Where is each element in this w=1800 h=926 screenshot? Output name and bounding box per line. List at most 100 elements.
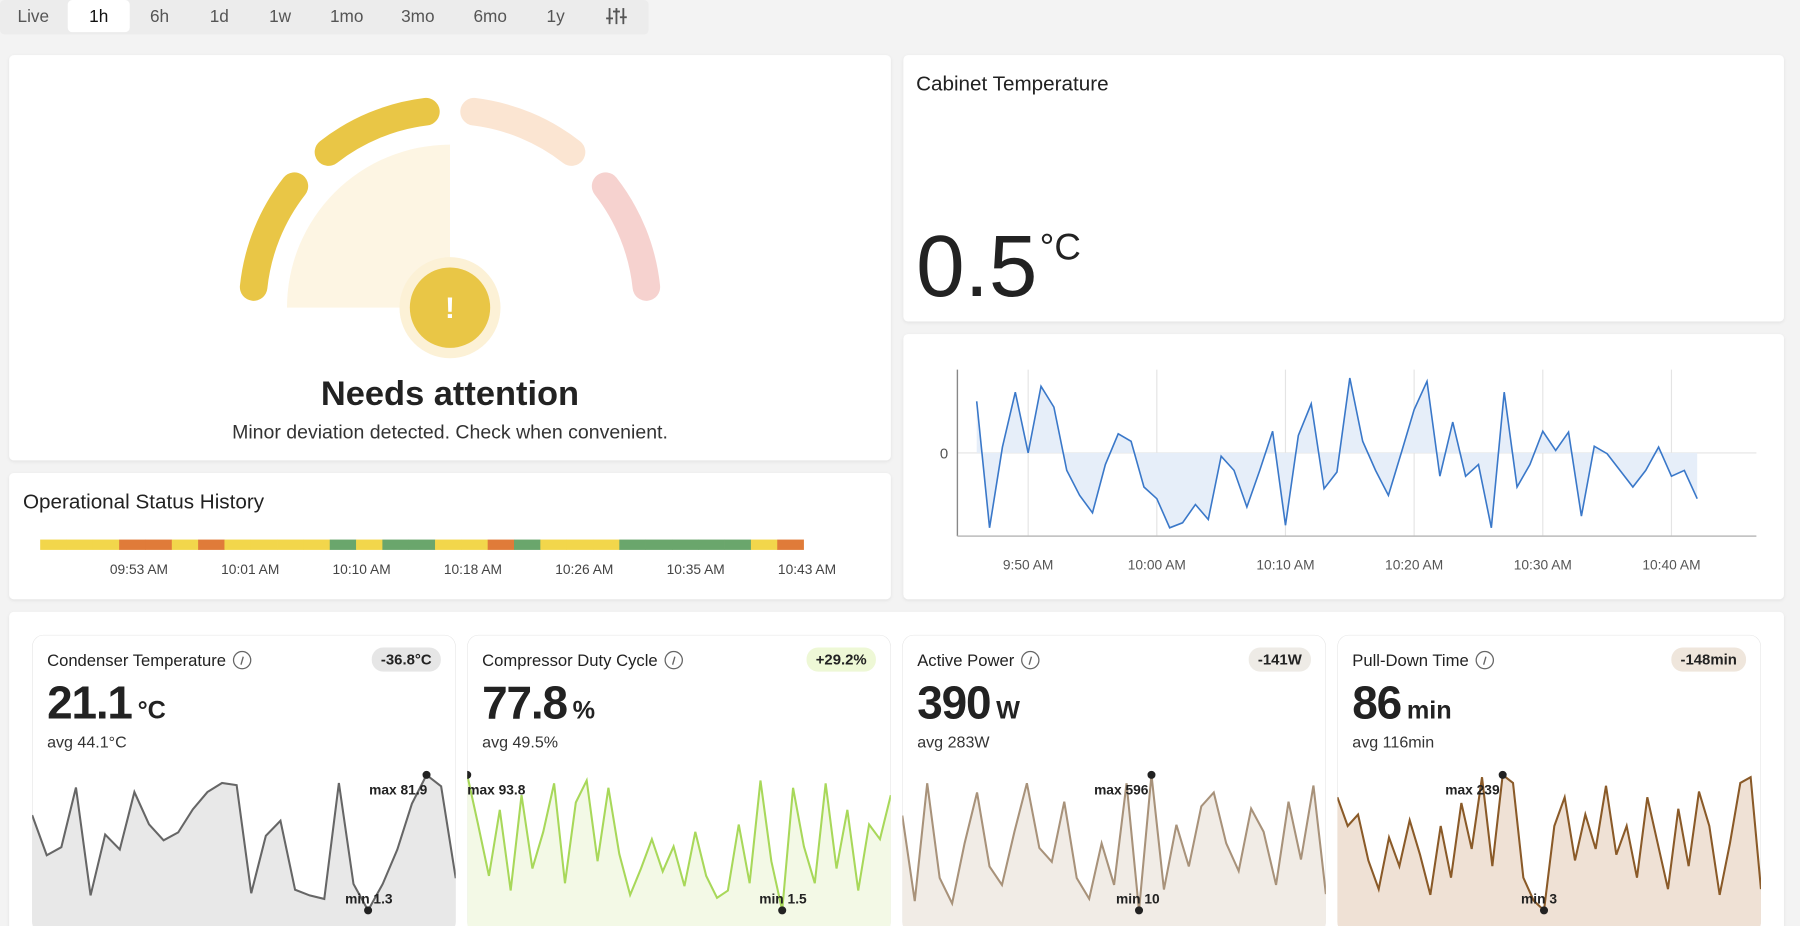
min-point — [1134, 906, 1144, 915]
x-tick-label: 10:10 AM — [1256, 557, 1314, 572]
card-title: Compressor Duty Cycle — [482, 651, 658, 670]
max-label: max 239 — [1445, 782, 1500, 797]
status-title: Needs attention — [321, 375, 579, 413]
card-value: 77.8% — [482, 677, 595, 729]
card-value-number: 390 — [917, 677, 990, 729]
tab[interactable]: 1h — [89, 6, 108, 26]
cabinet-value-number: 0.5 — [916, 218, 1037, 315]
min-point — [364, 906, 373, 915]
min-label: min 3 — [1521, 891, 1557, 906]
x-tick-label: 10:40 AM — [1642, 557, 1700, 572]
tab[interactable]: 1y — [547, 6, 566, 26]
status-segment — [356, 539, 383, 550]
card-value: 390 W — [917, 677, 1020, 729]
status-segment — [540, 539, 568, 550]
status-segment — [435, 539, 462, 550]
x-tick-label: 10:20 AM — [1385, 557, 1443, 572]
sparkline-area — [902, 774, 1326, 926]
tab[interactable]: 3mo — [401, 6, 434, 26]
chart-panel — [903, 334, 1784, 600]
min-point — [1539, 906, 1549, 915]
tab[interactable]: 1d — [210, 6, 229, 26]
max-label: max 81.9 — [369, 782, 428, 797]
gauge-arc — [460, 97, 586, 166]
status-segment — [277, 539, 304, 550]
status-segment — [382, 539, 410, 550]
max-point — [422, 770, 431, 779]
status-segment — [724, 539, 752, 550]
tab[interactable]: 1w — [269, 6, 292, 26]
history-label: 10:35 AM — [667, 562, 725, 577]
history-label: 10:43 AM — [778, 562, 836, 577]
card-unit: % — [573, 697, 595, 725]
status-segment — [329, 539, 357, 550]
gauge-arc — [239, 172, 309, 301]
status-segment — [777, 539, 804, 550]
status-segment — [40, 539, 67, 550]
tab-bar — [0, 0, 649, 35]
min-label: min 10 — [1116, 891, 1160, 906]
info-icon[interactable] — [1475, 650, 1495, 670]
status-segment — [645, 539, 673, 550]
x-tick-label: 9:50 AM — [1003, 557, 1054, 572]
x-tick-label: 10:30 AM — [1514, 557, 1572, 572]
status-segment — [198, 539, 225, 550]
delta-text: +29.2% — [816, 652, 867, 669]
card-unit: °C — [138, 697, 166, 725]
min-label: min 1.3 — [345, 891, 393, 906]
info-icon-mark — [1482, 656, 1487, 665]
status-icon: ! — [445, 292, 455, 325]
status-segment — [171, 539, 199, 550]
status-segment — [66, 539, 94, 550]
tab[interactable]: 6h — [150, 6, 169, 26]
history-label: 10:10 AM — [333, 562, 391, 577]
tab[interactable]: Live — [18, 6, 50, 26]
settings-icon[interactable] — [606, 8, 627, 25]
gauge-arc — [591, 172, 661, 301]
info-icon[interactable] — [232, 650, 252, 670]
sparkline — [1337, 772, 1761, 913]
sparkline — [467, 774, 891, 911]
tab[interactable]: 1mo — [330, 6, 363, 26]
metric-card: max 81.9 min 1.3 Condenser Temperature -36.… — [32, 634, 456, 926]
info-icon-mark — [1028, 656, 1033, 665]
status-segment — [461, 539, 489, 550]
gauge-fan — [286, 144, 450, 308]
card-value: 21.1 °C — [47, 677, 166, 729]
card-unit: min — [1407, 697, 1452, 725]
y-tick-label: 0 — [940, 446, 948, 463]
delta-badge — [806, 647, 876, 672]
sparkline-area — [32, 774, 456, 926]
delta-badge — [371, 647, 441, 672]
icon-circle — [409, 267, 491, 348]
gauge — [239, 97, 661, 308]
tab[interactable]: 6mo — [473, 6, 506, 26]
info-icon[interactable] — [1021, 650, 1040, 670]
delta-text: -148min — [1681, 652, 1737, 669]
max-point — [1147, 770, 1156, 779]
info-icon[interactable] — [664, 650, 683, 670]
status-message: Minor deviation detected. Check when con… — [232, 422, 668, 444]
card-average: avg 44.1°C — [47, 733, 127, 751]
sparkline — [902, 774, 1326, 911]
card-value-number: 21.1 — [47, 677, 132, 729]
history-title: Operational Status History — [23, 491, 265, 514]
x-tick-label: 10:00 AM — [1128, 557, 1186, 572]
card-value-number: 77.8 — [482, 677, 567, 729]
card-value: 86 min — [1352, 677, 1451, 729]
history-label: 10:18 AM — [444, 562, 502, 577]
status-segment — [514, 539, 541, 550]
status-segment — [750, 539, 778, 550]
status-segment — [224, 539, 252, 550]
card-value-number: 86 — [1352, 677, 1401, 729]
status-segment — [92, 539, 120, 550]
status-segment — [566, 539, 594, 550]
max-point — [467, 770, 472, 779]
status-segment — [408, 539, 436, 550]
cabinet-panel — [903, 55, 1784, 322]
card-average: avg 283W — [917, 733, 990, 751]
status-segment — [145, 539, 173, 550]
card-average: avg 116min — [1352, 733, 1434, 751]
